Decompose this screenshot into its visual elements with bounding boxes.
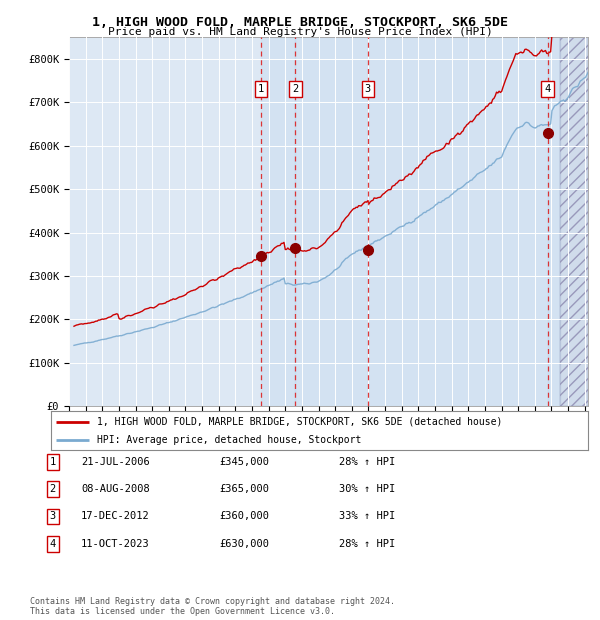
Text: 1, HIGH WOOD FOLD, MARPLE BRIDGE, STOCKPORT, SK6 5DE (detached house): 1, HIGH WOOD FOLD, MARPLE BRIDGE, STOCKP… (97, 417, 502, 427)
Text: Price paid vs. HM Land Registry's House Price Index (HPI): Price paid vs. HM Land Registry's House … (107, 27, 493, 37)
Text: 11-OCT-2023: 11-OCT-2023 (81, 539, 150, 549)
Text: 4: 4 (50, 539, 56, 549)
Text: 2: 2 (292, 84, 299, 94)
Text: 17-DEC-2012: 17-DEC-2012 (81, 512, 150, 521)
Bar (560, 37, 588, 406)
Text: 4: 4 (545, 84, 551, 94)
Text: 3: 3 (365, 84, 371, 94)
Text: 21-JUL-2006: 21-JUL-2006 (81, 457, 150, 467)
Text: 1, HIGH WOOD FOLD, MARPLE BRIDGE, STOCKPORT, SK6 5DE: 1, HIGH WOOD FOLD, MARPLE BRIDGE, STOCKP… (92, 16, 508, 29)
Text: 2: 2 (50, 484, 56, 494)
Bar (261, 37, 295, 406)
Text: 33% ↑ HPI: 33% ↑ HPI (339, 512, 395, 521)
Text: This data is licensed under the Open Government Licence v3.0.: This data is licensed under the Open Gov… (30, 607, 335, 616)
Text: 3: 3 (50, 512, 56, 521)
Text: 28% ↑ HPI: 28% ↑ HPI (339, 457, 395, 467)
Text: 30% ↑ HPI: 30% ↑ HPI (339, 484, 395, 494)
Bar (560, 37, 588, 406)
Bar (368, 37, 548, 406)
Text: £345,000: £345,000 (219, 457, 269, 467)
Text: £630,000: £630,000 (219, 539, 269, 549)
Text: 28% ↑ HPI: 28% ↑ HPI (339, 539, 395, 549)
Bar (295, 37, 368, 406)
Text: Contains HM Land Registry data © Crown copyright and database right 2024.: Contains HM Land Registry data © Crown c… (30, 597, 395, 606)
Text: £360,000: £360,000 (219, 512, 269, 521)
Text: 1: 1 (258, 84, 264, 94)
Text: £365,000: £365,000 (219, 484, 269, 494)
Text: 08-AUG-2008: 08-AUG-2008 (81, 484, 150, 494)
Text: HPI: Average price, detached house, Stockport: HPI: Average price, detached house, Stoc… (97, 435, 361, 445)
Text: 1: 1 (50, 457, 56, 467)
Bar (548, 37, 560, 406)
